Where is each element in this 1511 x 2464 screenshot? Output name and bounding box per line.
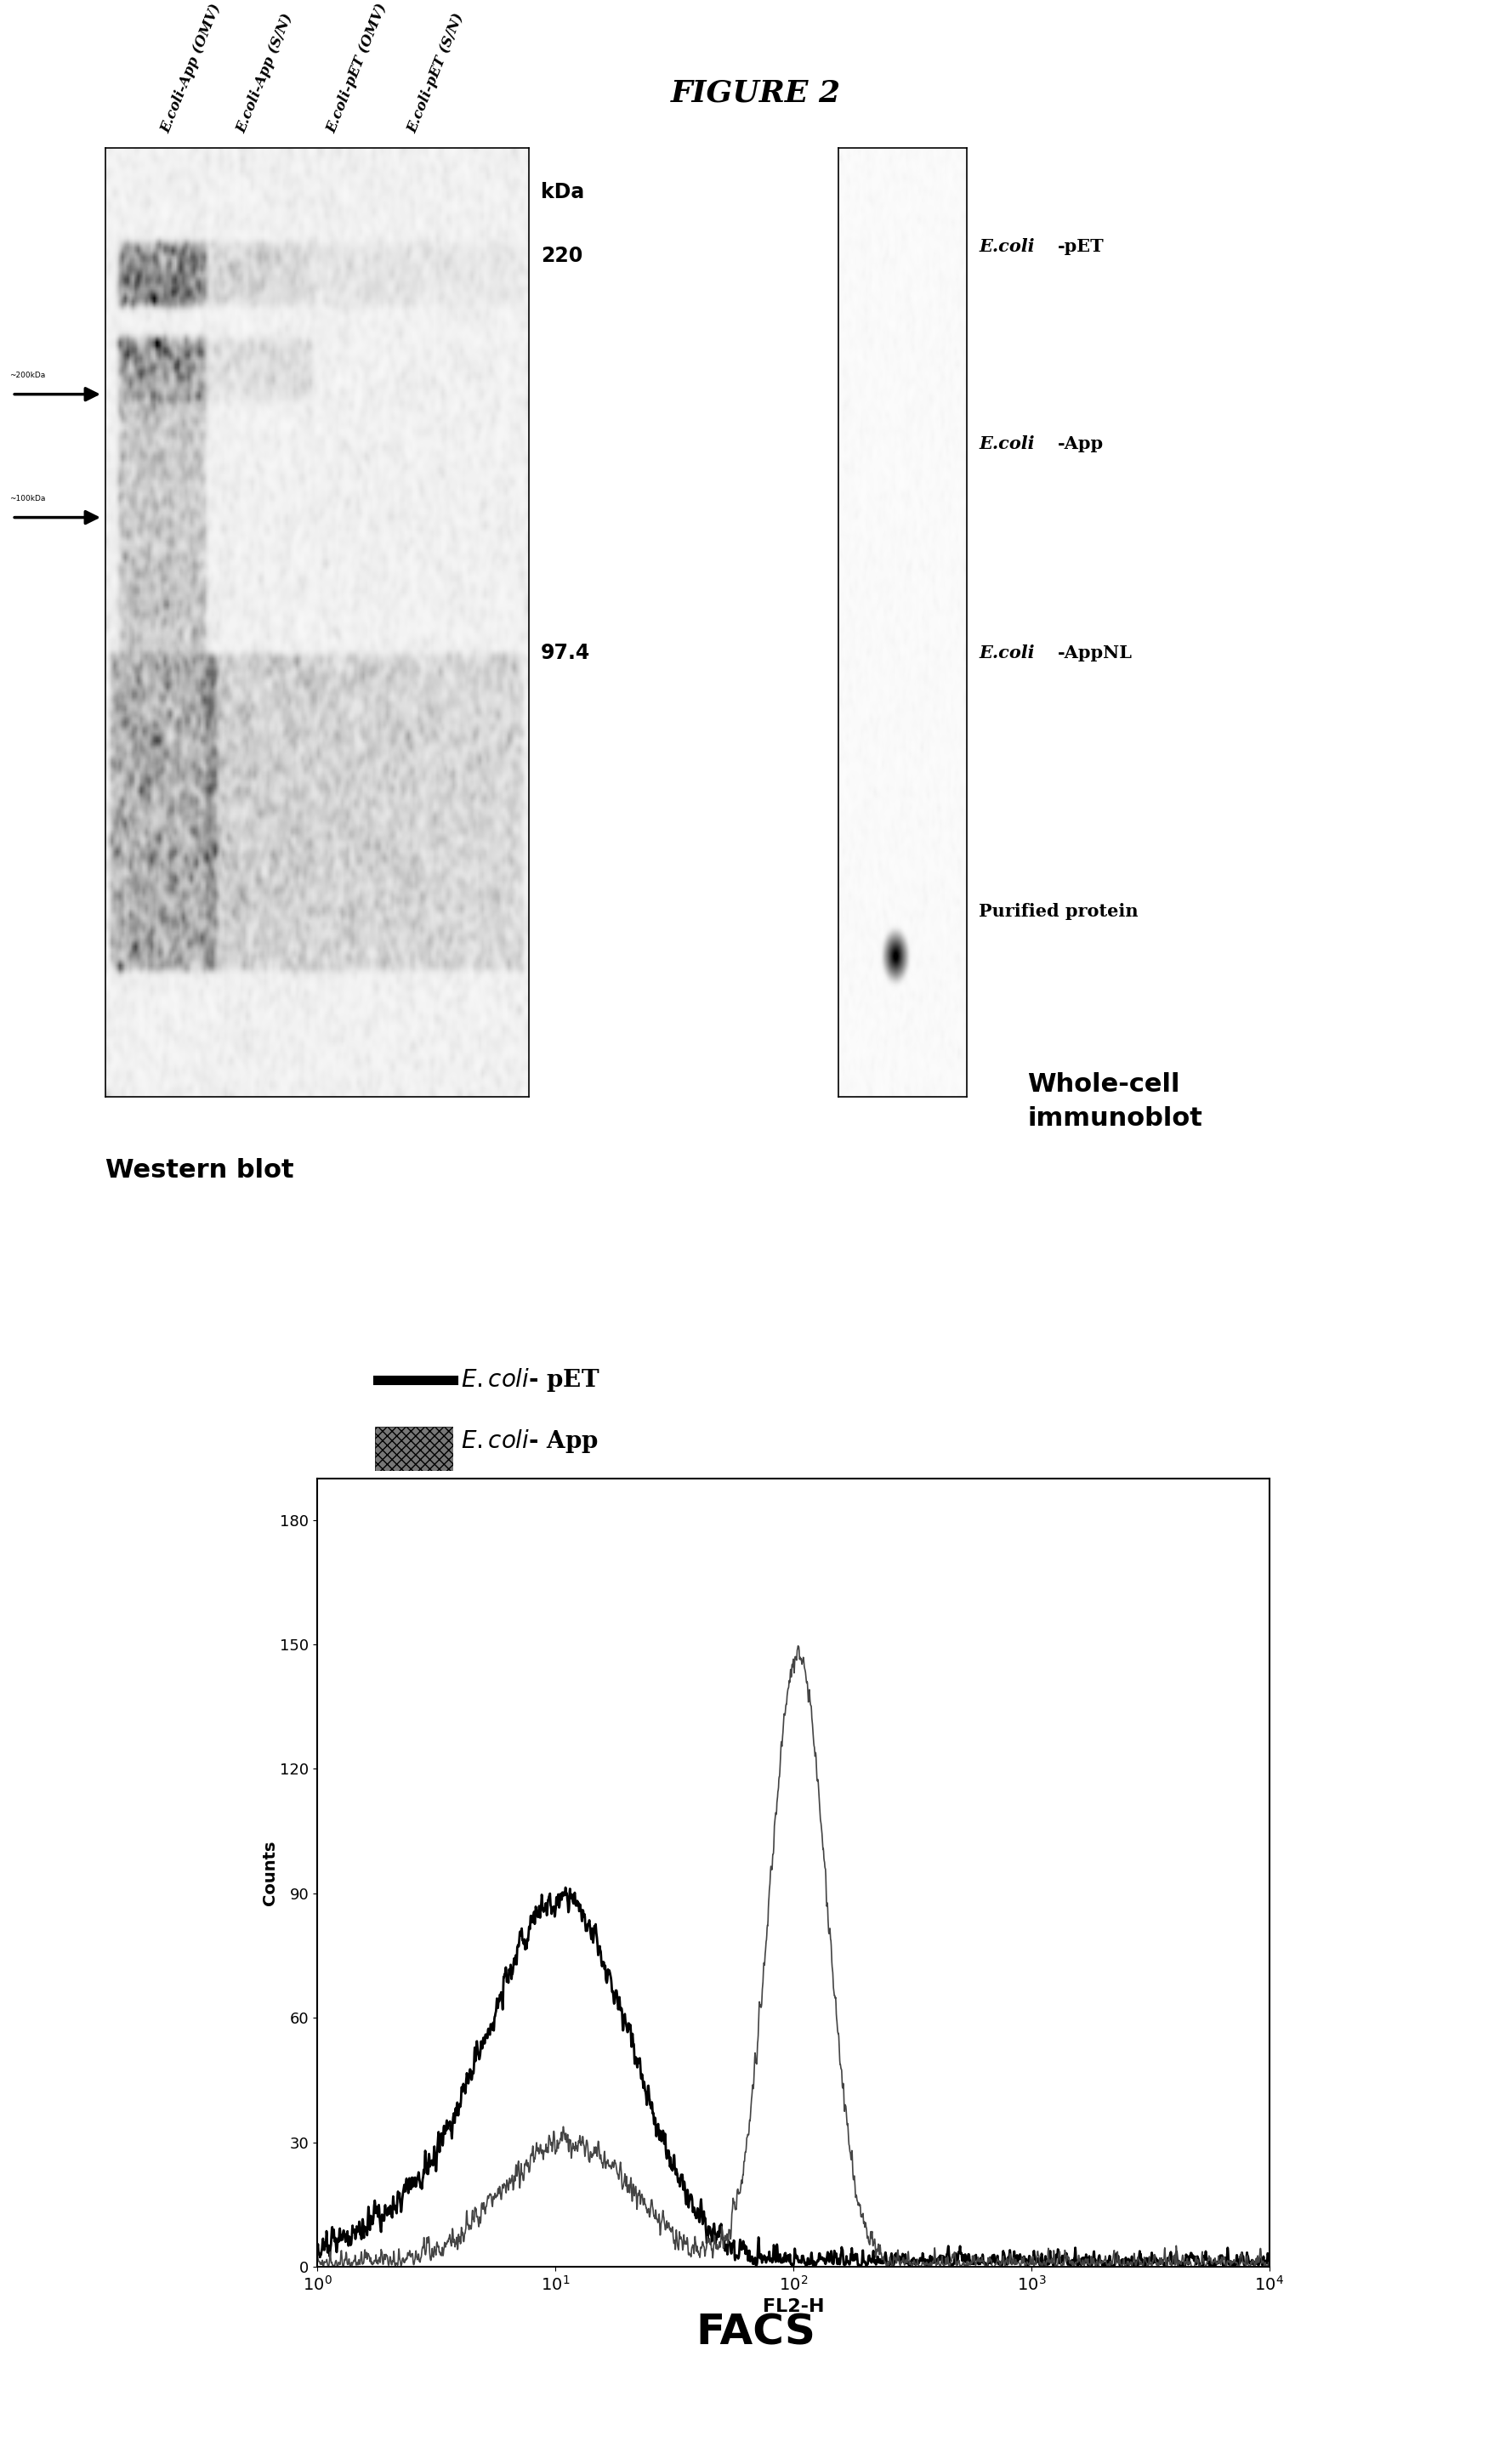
Text: FIGURE 2: FIGURE 2 <box>671 79 840 108</box>
Y-axis label: Counts: Counts <box>261 1841 278 1905</box>
Text: $\it{E.coli}$- pET: $\it{E.coli}$- pET <box>461 1365 600 1395</box>
Text: E.coli-pET (S/N): E.coli-pET (S/N) <box>405 12 467 136</box>
Text: E.coli-App (OMV): E.coli-App (OMV) <box>159 2 224 136</box>
Text: E.coli: E.coli <box>979 436 1035 451</box>
Text: 220: 220 <box>541 246 583 266</box>
Text: E.coli-App (S/N): E.coli-App (S/N) <box>234 12 296 136</box>
Text: Purified protein: Purified protein <box>979 904 1139 919</box>
X-axis label: FL2-H: FL2-H <box>763 2299 823 2316</box>
Text: Western blot: Western blot <box>106 1158 295 1183</box>
Text: ~100kDa: ~100kDa <box>9 495 45 503</box>
Text: $\it{E.coli}$- App: $\it{E.coli}$- App <box>461 1427 598 1456</box>
Text: -App: -App <box>1058 436 1103 451</box>
Text: E.coli-pET (OMV): E.coli-pET (OMV) <box>325 2 390 136</box>
Text: 97.4: 97.4 <box>541 643 591 663</box>
Text: E.coli: E.coli <box>979 646 1035 660</box>
Text: ~200kDa: ~200kDa <box>9 372 45 379</box>
Text: Whole-cell
immunoblot: Whole-cell immunoblot <box>1027 1072 1203 1131</box>
Text: E.coli: E.coli <box>979 239 1035 254</box>
Text: -pET: -pET <box>1058 239 1105 254</box>
Text: -AppNL: -AppNL <box>1058 646 1133 660</box>
Text: FACS: FACS <box>695 2311 816 2353</box>
Text: kDa: kDa <box>541 182 585 202</box>
